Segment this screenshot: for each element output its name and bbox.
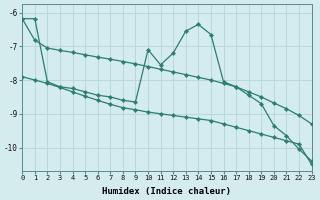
X-axis label: Humidex (Indice chaleur): Humidex (Indice chaleur) [102, 187, 231, 196]
